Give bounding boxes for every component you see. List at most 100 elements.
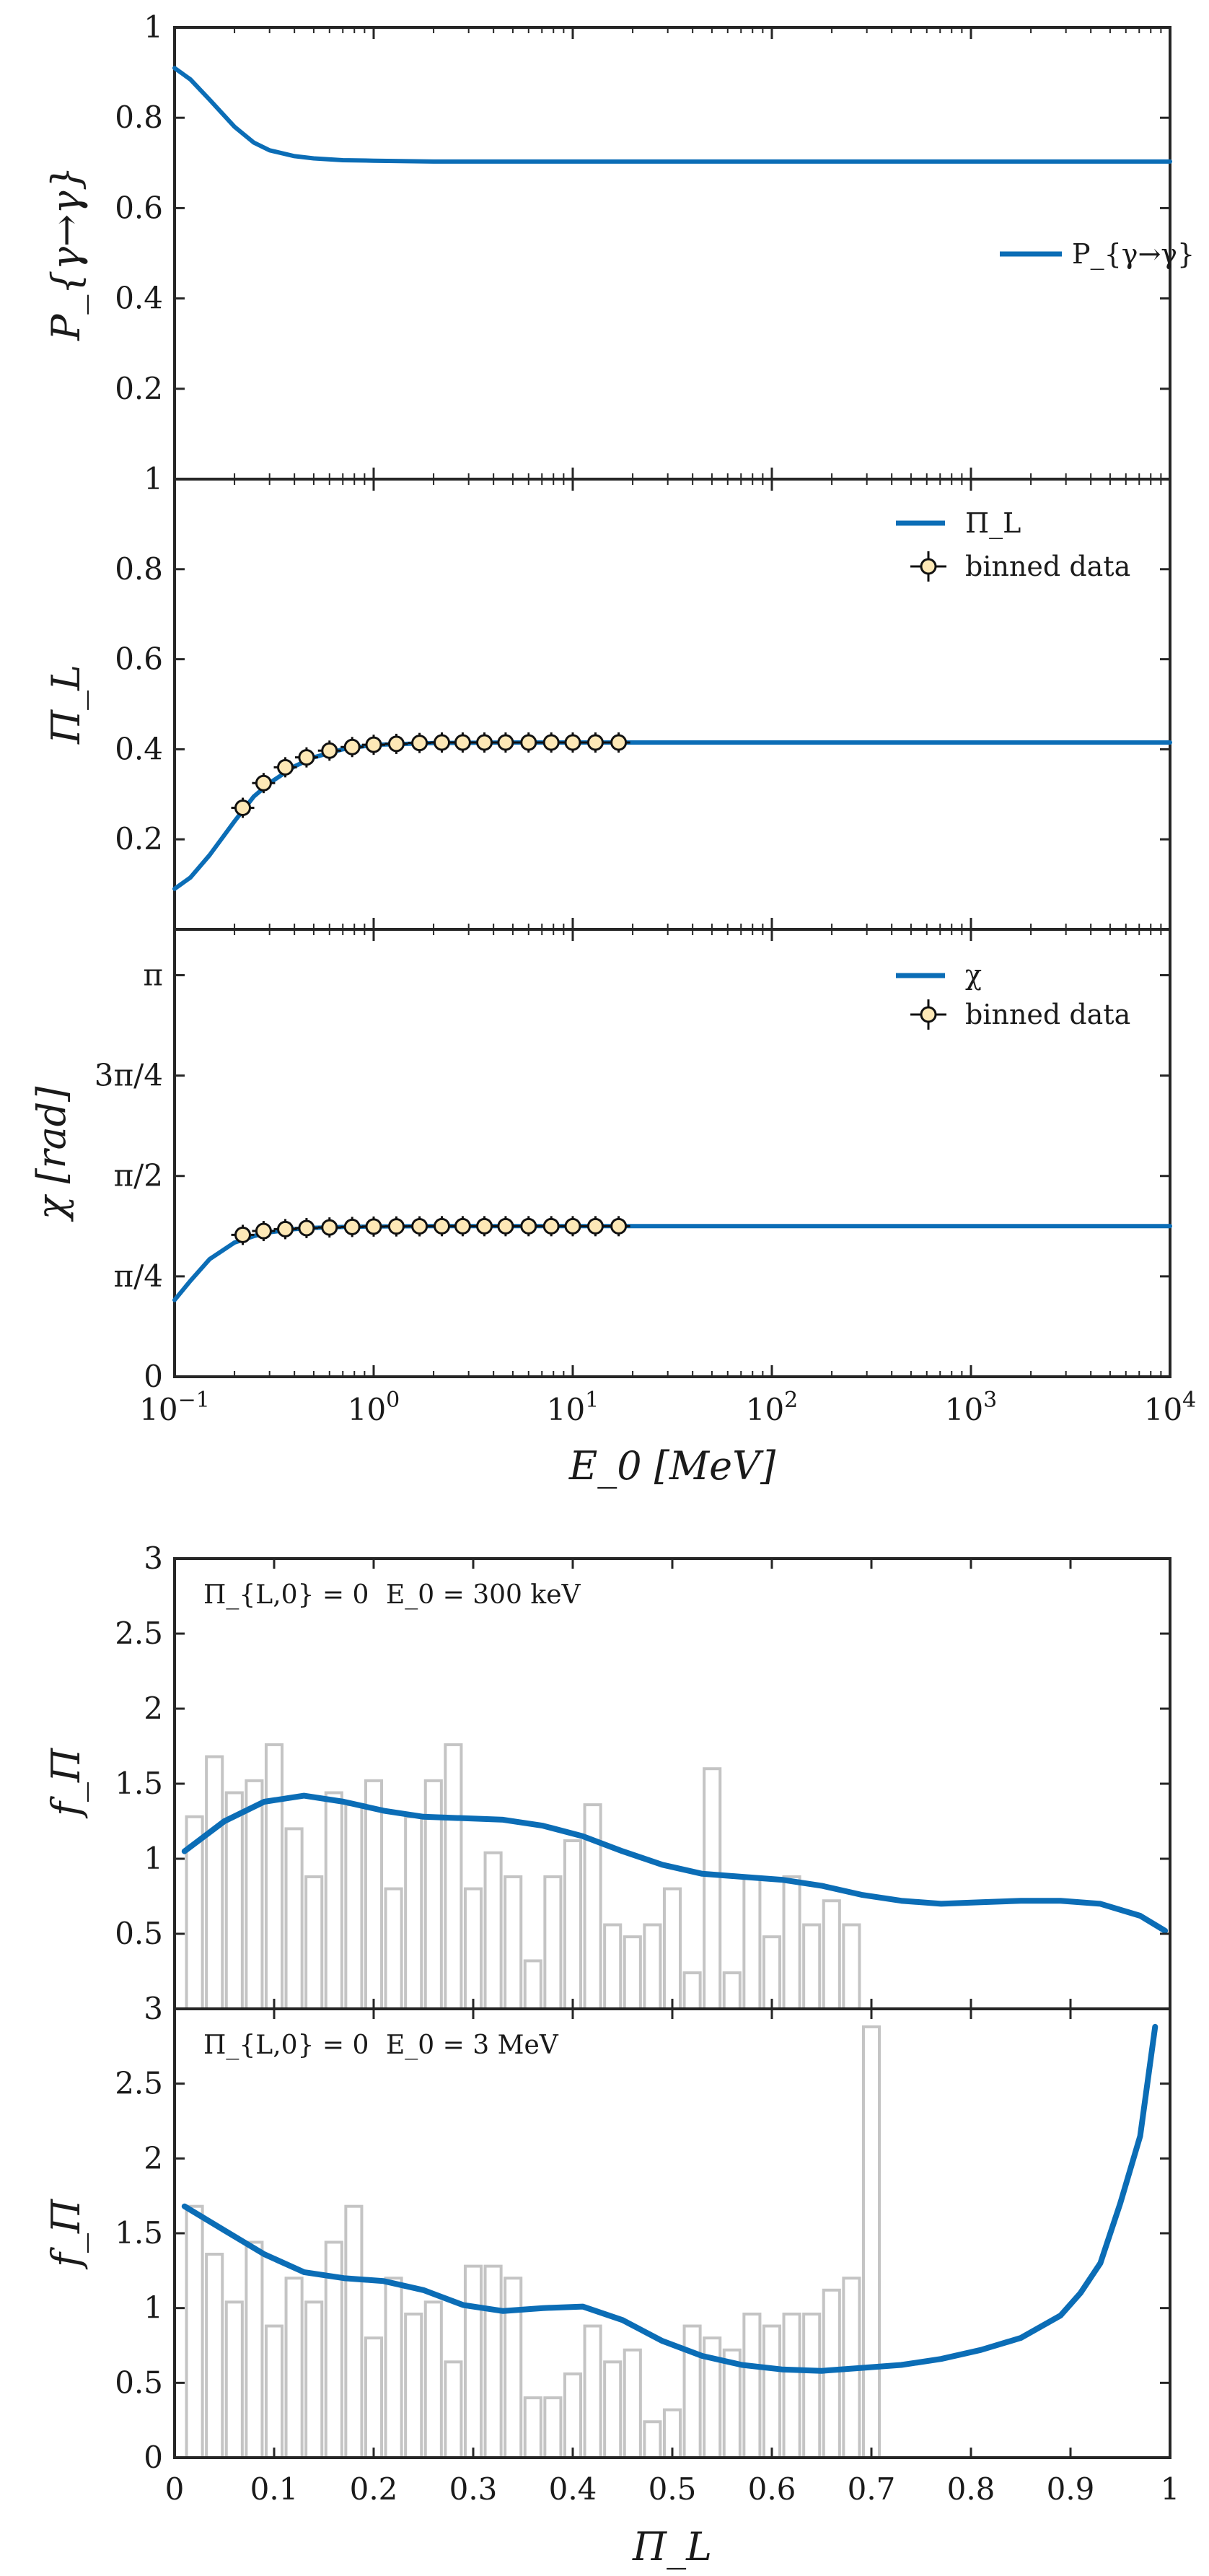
y-tick-label: 3 (144, 1541, 163, 1576)
data-point (252, 1221, 276, 1242)
y-tick-label: 0.4 (115, 281, 163, 316)
data-point (384, 733, 408, 754)
data-point (493, 732, 517, 753)
legend-label: binned data (965, 551, 1130, 582)
data-point (493, 1216, 517, 1237)
legend-label: χ (965, 959, 982, 991)
y-tick-label: 1.5 (115, 1766, 163, 1801)
legend: P_{γ→γ} (1000, 238, 1195, 271)
y-tick-label: 3π/4 (94, 1058, 163, 1093)
y-tick-label: 1 (144, 461, 163, 496)
data-point (584, 1216, 607, 1237)
series-group (172, 66, 1172, 164)
series-group (181, 2023, 1159, 2374)
x-tick-label: 0.3 (449, 2471, 498, 2507)
y-tick-label: 0.8 (115, 100, 163, 135)
legend: Π_L binned data (896, 507, 1130, 582)
data-point (362, 735, 385, 755)
data-point (231, 797, 255, 818)
y-tick-label: 0.5 (115, 1916, 163, 1951)
data-point (607, 732, 630, 753)
data-point (607, 1216, 630, 1237)
legend-marker (910, 551, 946, 582)
panel-polarization-degree: 0.2 0.4 0.6 0.8 1 Π_L Π_L binned data (43, 461, 1172, 931)
y-tick-label: 0.5 (115, 2365, 163, 2400)
y-tick-label: 2 (144, 2140, 163, 2176)
panel-transfer-probability: 0.2 0.4 0.6 0.8 1 P_{γ→γ} P_{γ→γ} (43, 9, 1195, 481)
data-point (472, 1216, 496, 1237)
data-point (252, 773, 276, 794)
series-line (181, 1792, 1169, 1934)
legend-label: Π_L (965, 507, 1021, 540)
data-point (231, 1225, 255, 1245)
data-point (516, 732, 540, 753)
annotation-energy: E_0 = 300 keV (386, 1580, 581, 1610)
y-tick-label: 0.6 (115, 190, 163, 225)
series-line (172, 66, 1172, 164)
panel-polarization-angle: 0 π/4 π/2 3π/4 π 10−1 100 101 102 103 104 χ [rad]… (29, 928, 1196, 1489)
y-tick-label: 2.5 (115, 2066, 163, 2101)
data-point (451, 732, 475, 753)
annotation-energy: E_0 = 3 MeV (386, 2030, 559, 2060)
y-tick-label: 0.2 (115, 821, 163, 857)
x-tick-label: 0.9 (1047, 2471, 1095, 2507)
annotation-initial-polarization: Π_{L,0} = 0 (203, 2030, 369, 2060)
x-tick-label: 0.6 (748, 2471, 796, 2507)
y-tick-label: 0.8 (115, 551, 163, 587)
x-tick-label: 102 (746, 1388, 799, 1427)
y-tick-label: 1.5 (115, 2215, 163, 2251)
panel-histogram-3mev: 00.511.522.53 0 0.1 0.2 0.3 0.4 0.5 0.6 0.7 0.8 0… (43, 1991, 1179, 2570)
yticks-group: 0.5 1 1.5 2 2.5 3 (115, 1541, 1171, 2010)
x-tick-label: 0.5 (649, 2471, 697, 2507)
y-axis-label: Π_L (43, 665, 89, 745)
legend-marker (910, 999, 946, 1030)
y-tick-label: 0.6 (115, 641, 163, 677)
legend-label: binned data (965, 999, 1130, 1030)
x-tick-label: 0.8 (947, 2471, 995, 2507)
series-group (181, 1792, 1169, 1934)
x-tick-label: 0.2 (350, 2471, 398, 2507)
y-axis-label: f_Π (43, 2199, 89, 2270)
x-tick-label: 104 (1144, 1388, 1197, 1427)
yticks-group: 0 π/4 π/2 3π/4 π (94, 929, 1171, 1394)
x-tick-label: 101 (547, 1388, 599, 1427)
data-point (294, 747, 318, 768)
markers-group (231, 732, 630, 818)
y-tick-label: 0 (144, 1359, 163, 1394)
y-tick-label: 0.4 (115, 731, 163, 766)
yticks-group: 0.2 0.4 0.6 0.8 1 (115, 461, 1171, 929)
x-tick-label: 0.7 (848, 2471, 896, 2507)
data-point (408, 732, 431, 753)
data-point (430, 732, 454, 753)
data-point (273, 757, 297, 778)
x-tick-label: 103 (945, 1388, 998, 1427)
y-tick-label: 1 (144, 2290, 163, 2326)
xticks-group: 0 0.1 0.2 0.3 0.4 0.5 0.6 0.7 0.8 0.9 1 (165, 2471, 1180, 2507)
markers-group (231, 1216, 630, 1245)
data-point (561, 1216, 584, 1237)
x-axis-label: E_0 [MeV] (568, 1443, 776, 1489)
data-point (317, 1217, 341, 1238)
data-point (561, 732, 584, 753)
panel-frame (173, 928, 1171, 1378)
data-point (540, 1216, 563, 1237)
y-axis-label: f_Π (43, 1748, 89, 1819)
data-point (430, 1216, 454, 1237)
y-tick-label: 2 (144, 1691, 163, 1726)
data-point (384, 1216, 408, 1237)
series-line (181, 2023, 1159, 2374)
x-tick-label: 100 (348, 1388, 400, 1427)
y-tick-label: 0.2 (115, 371, 163, 406)
data-point (273, 1219, 297, 1240)
x-tick-label: 1 (1161, 2471, 1180, 2507)
y-tick-label: 3 (144, 1991, 163, 2026)
x-tick-label: 0 (165, 2471, 185, 2507)
data-point (317, 740, 341, 761)
y-axis-label: P_{γ→γ} (43, 166, 89, 341)
data-point (472, 732, 496, 753)
xticks-group: 10−1 100 101 102 103 104 (139, 1388, 1196, 1427)
y-axis-label: χ [rad] (29, 1086, 74, 1223)
y-tick-label: π/2 (114, 1158, 163, 1193)
yticks-group: 0 0.5 1 1.5 2 2.5 3 (115, 1991, 1171, 2475)
x-tick-label: 10−1 (139, 1388, 210, 1427)
